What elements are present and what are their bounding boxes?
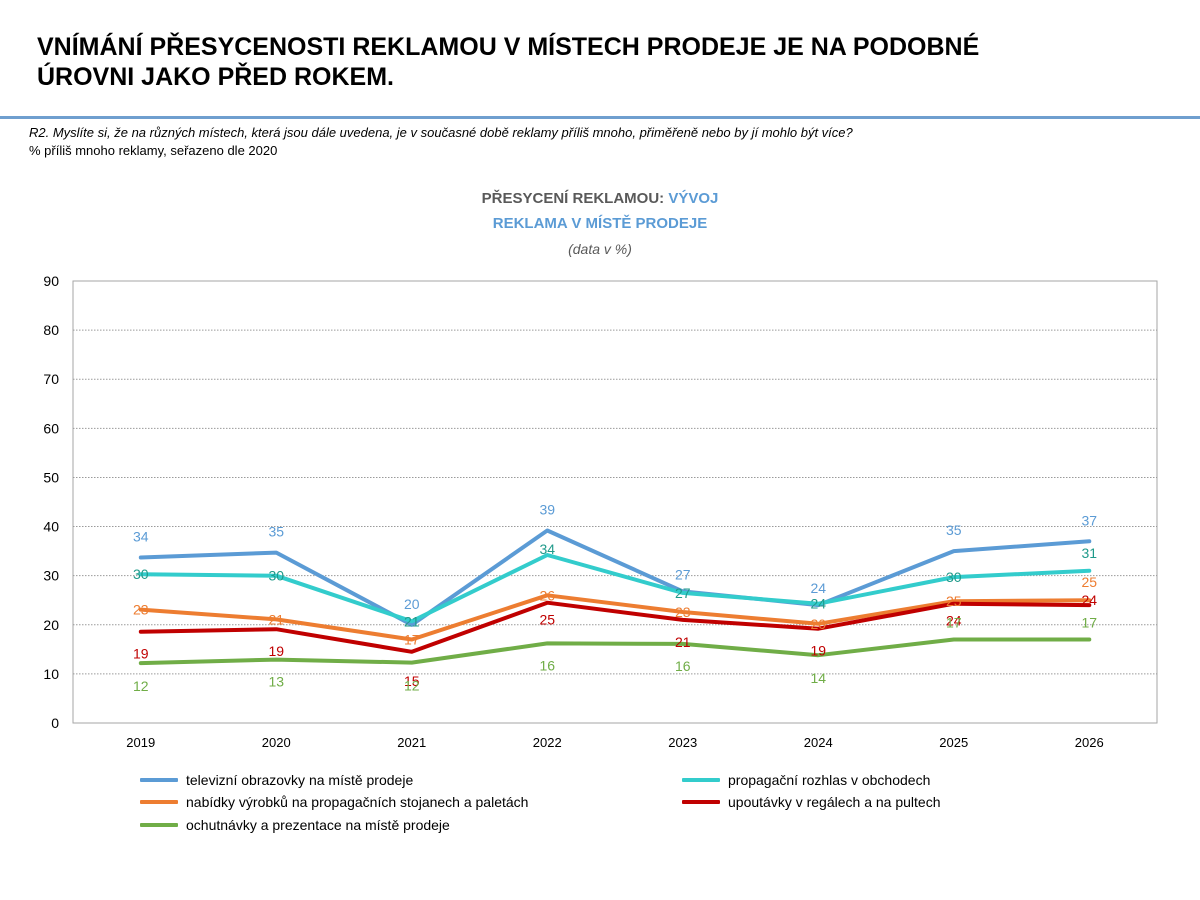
data-label: 24 <box>946 613 962 629</box>
legend-label: upoutávky v regálech a na pultech <box>728 794 941 810</box>
headline-line-1: VNÍMÁNÍ PŘESYCENOSTI REKLAMOU V MÍSTECH … <box>37 33 980 61</box>
chart-title: PŘESYCENÍ REKLAMOU: VÝVOJ <box>0 190 1200 207</box>
data-label: 30 <box>133 566 149 582</box>
x-tick-label: 2019 <box>126 735 155 750</box>
data-label: 35 <box>946 522 962 538</box>
y-tick-label: 80 <box>43 322 59 338</box>
x-tick-label: 2024 <box>804 735 833 750</box>
y-tick-label: 70 <box>43 371 59 387</box>
y-tick-label: 0 <box>51 715 59 731</box>
plot-area <box>72 280 1158 724</box>
data-label: 34 <box>539 541 555 557</box>
y-tick-label: 40 <box>43 519 59 535</box>
chart-title-part2: VÝVOJ <box>668 190 719 207</box>
data-label: 20 <box>404 596 420 612</box>
x-tick-label: 2025 <box>939 735 968 750</box>
question-text: R2. Myslíte si, že na různých místech, k… <box>29 125 853 140</box>
x-tick-label: 2021 <box>397 735 426 750</box>
header-divider <box>0 116 1200 119</box>
chart-subtitle: REKLAMA V MÍSTĚ PRODEJE <box>492 215 708 232</box>
x-tick-label: 2026 <box>1075 735 1104 750</box>
data-label: 21 <box>268 611 284 627</box>
y-tick-label: 50 <box>43 469 59 485</box>
y-tick-label: 20 <box>43 617 59 633</box>
legend-label: nabídky výrobků na propagačních stojanec… <box>186 794 529 810</box>
data-label: 23 <box>133 602 149 618</box>
x-tick-label: 2023 <box>668 735 697 750</box>
data-label: 24 <box>810 580 826 596</box>
data-label: 25 <box>946 593 962 609</box>
data-label: 17 <box>1081 615 1097 631</box>
data-label: 31 <box>1081 545 1097 561</box>
data-label: 20 <box>810 616 826 632</box>
data-label: 12 <box>133 678 149 694</box>
legend-label: propagační rozhlas v obchodech <box>728 772 931 788</box>
data-label: 19 <box>810 643 826 659</box>
sort-note: % příliš mnoho reklamy, seřazeno dle 202… <box>29 143 278 158</box>
data-label: 30 <box>268 568 284 584</box>
data-label: 39 <box>539 501 555 517</box>
series-line-1 <box>138 528 1092 627</box>
y-tick-label: 60 <box>43 420 59 436</box>
data-label: 21 <box>404 613 420 629</box>
legend-swatch <box>682 800 720 804</box>
legend-item: ochutnávky a prezentace na místě prodeje <box>140 817 450 833</box>
data-label: 12 <box>404 678 420 694</box>
legend-item: televizní obrazovky na místě prodeje <box>140 772 413 788</box>
data-label: 16 <box>539 657 555 673</box>
legend-swatch <box>682 778 720 782</box>
legend-swatch <box>140 778 178 782</box>
data-label: 19 <box>268 643 284 659</box>
page-headline: VNÍMÁNÍ PŘESYCENOSTI REKLAMOU V MÍSTECH … <box>37 32 1037 92</box>
data-label: 37 <box>1081 512 1097 528</box>
legend-item: propagační rozhlas v obchodech <box>682 772 930 788</box>
y-tick-label: 90 <box>43 273 59 289</box>
legend-item: nabídky výrobků na propagačních stojanec… <box>140 794 528 810</box>
legend-item: upoutávky v regálech a na pultech <box>682 794 940 810</box>
data-label: 25 <box>1081 574 1097 590</box>
chart-unit-note: (data v %) <box>568 241 632 257</box>
x-tick-label: 2022 <box>533 735 562 750</box>
data-label: 23 <box>675 604 691 620</box>
y-tick-label: 10 <box>43 666 59 682</box>
x-tick-label: 2020 <box>262 735 291 750</box>
legend-label: televizní obrazovky na místě prodeje <box>186 772 414 788</box>
data-label: 16 <box>675 658 691 674</box>
data-label: 13 <box>268 674 284 690</box>
y-tick-label: 30 <box>43 568 59 584</box>
legend-swatch <box>140 800 178 804</box>
headline-line-2: ÚROVNI JAKO PŘED ROKEM. <box>37 63 394 91</box>
series-line-2 <box>138 553 1092 624</box>
data-label: 24 <box>1081 592 1097 608</box>
data-label: 24 <box>810 596 826 612</box>
data-label: 19 <box>133 646 149 662</box>
data-label: 34 <box>133 528 149 544</box>
series-line-4 <box>138 600 1092 654</box>
data-label: 35 <box>268 524 284 540</box>
data-label: 15 <box>404 673 420 689</box>
data-label: 25 <box>539 612 555 628</box>
legend-swatch <box>140 823 178 827</box>
chart-title-part1: PŘESYCENÍ REKLAMOU: <box>481 190 669 207</box>
data-label: 17 <box>946 615 962 631</box>
data-label: 21 <box>675 634 691 650</box>
data-label: 14 <box>810 670 826 686</box>
legend-label: ochutnávky a prezentace na místě prodeje <box>186 817 450 833</box>
series-line-3 <box>138 593 1092 642</box>
data-label: 27 <box>675 585 691 601</box>
series-line-5 <box>138 637 1092 666</box>
data-label: 17 <box>404 632 420 648</box>
data-label: 26 <box>539 587 555 603</box>
data-label: 30 <box>946 569 962 585</box>
data-label: 27 <box>675 566 691 582</box>
